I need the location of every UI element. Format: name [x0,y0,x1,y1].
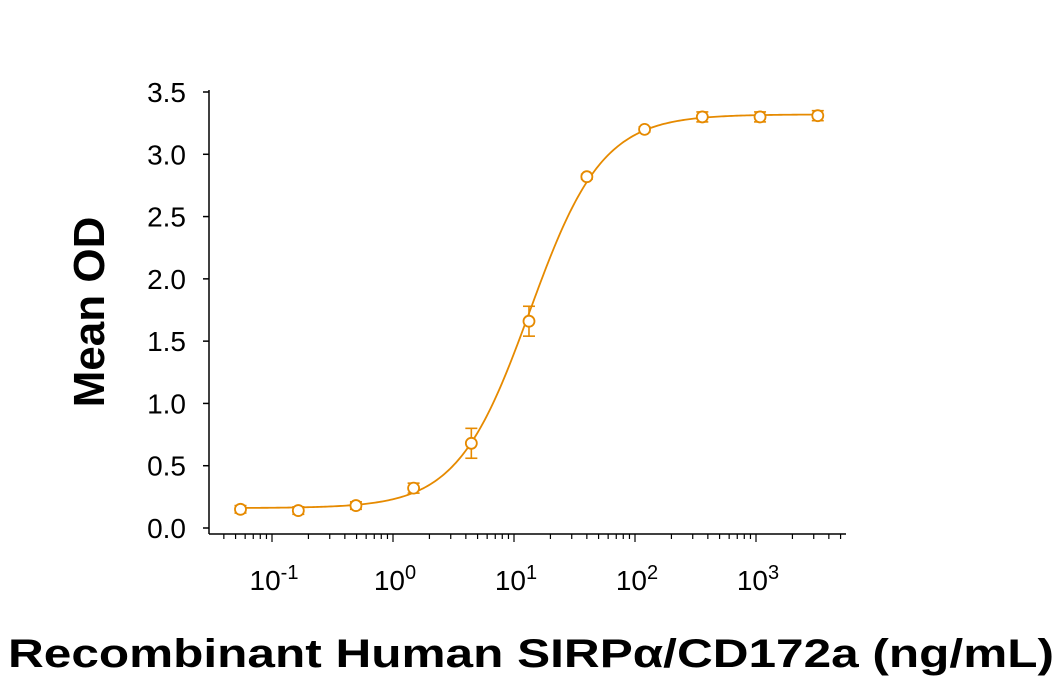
data-point [464,427,478,460]
y-tick-label: 3.0 [147,139,186,170]
data-point [234,502,247,516]
x-tick-label: 100 [374,562,416,596]
x-tick-label: 103 [737,562,779,596]
y-tick-label: 3.5 [147,77,186,108]
y-tick-label: 2.0 [147,264,186,295]
point-marker [522,314,536,328]
point-marker [407,481,421,495]
point-marker [695,110,709,124]
point-marker [349,499,363,512]
x-axis-title: Recombinant Human SIRPα/CD172a (ng/mL) [8,632,1054,676]
data-points [234,109,825,517]
point-marker [464,436,478,450]
y-tick-label: 0.0 [147,513,186,544]
point-marker [234,502,247,516]
y-tick-label: 1.0 [147,388,186,419]
y-tick-label: 1.5 [147,326,186,357]
data-point [349,499,363,512]
point-marker [580,170,594,184]
y-tick-label: 2.5 [147,202,186,233]
point-marker [753,110,767,124]
axes [208,90,846,535]
data-point [291,504,305,517]
data-point [580,170,594,184]
y-axis-title: Mean OD [65,217,114,408]
data-point [811,109,825,123]
data-point [638,122,651,136]
x-tick-label: 102 [616,562,658,596]
data-point [407,481,421,495]
data-point [695,110,709,124]
x-tick-label: 101 [495,562,537,596]
data-point [522,305,536,337]
point-marker [638,122,651,136]
data-point [753,110,767,124]
point-marker [811,109,825,123]
point-marker [291,504,305,517]
x-axis-ticks: 10-1 100 101 102 103 [223,534,842,596]
x-tick-label: 10-1 [250,562,299,596]
y-axis-ticks: 0.0 0.5 1.0 1.5 2.0 2.5 3.0 3.5 [147,77,209,544]
y-tick-label: 0.5 [147,451,186,482]
